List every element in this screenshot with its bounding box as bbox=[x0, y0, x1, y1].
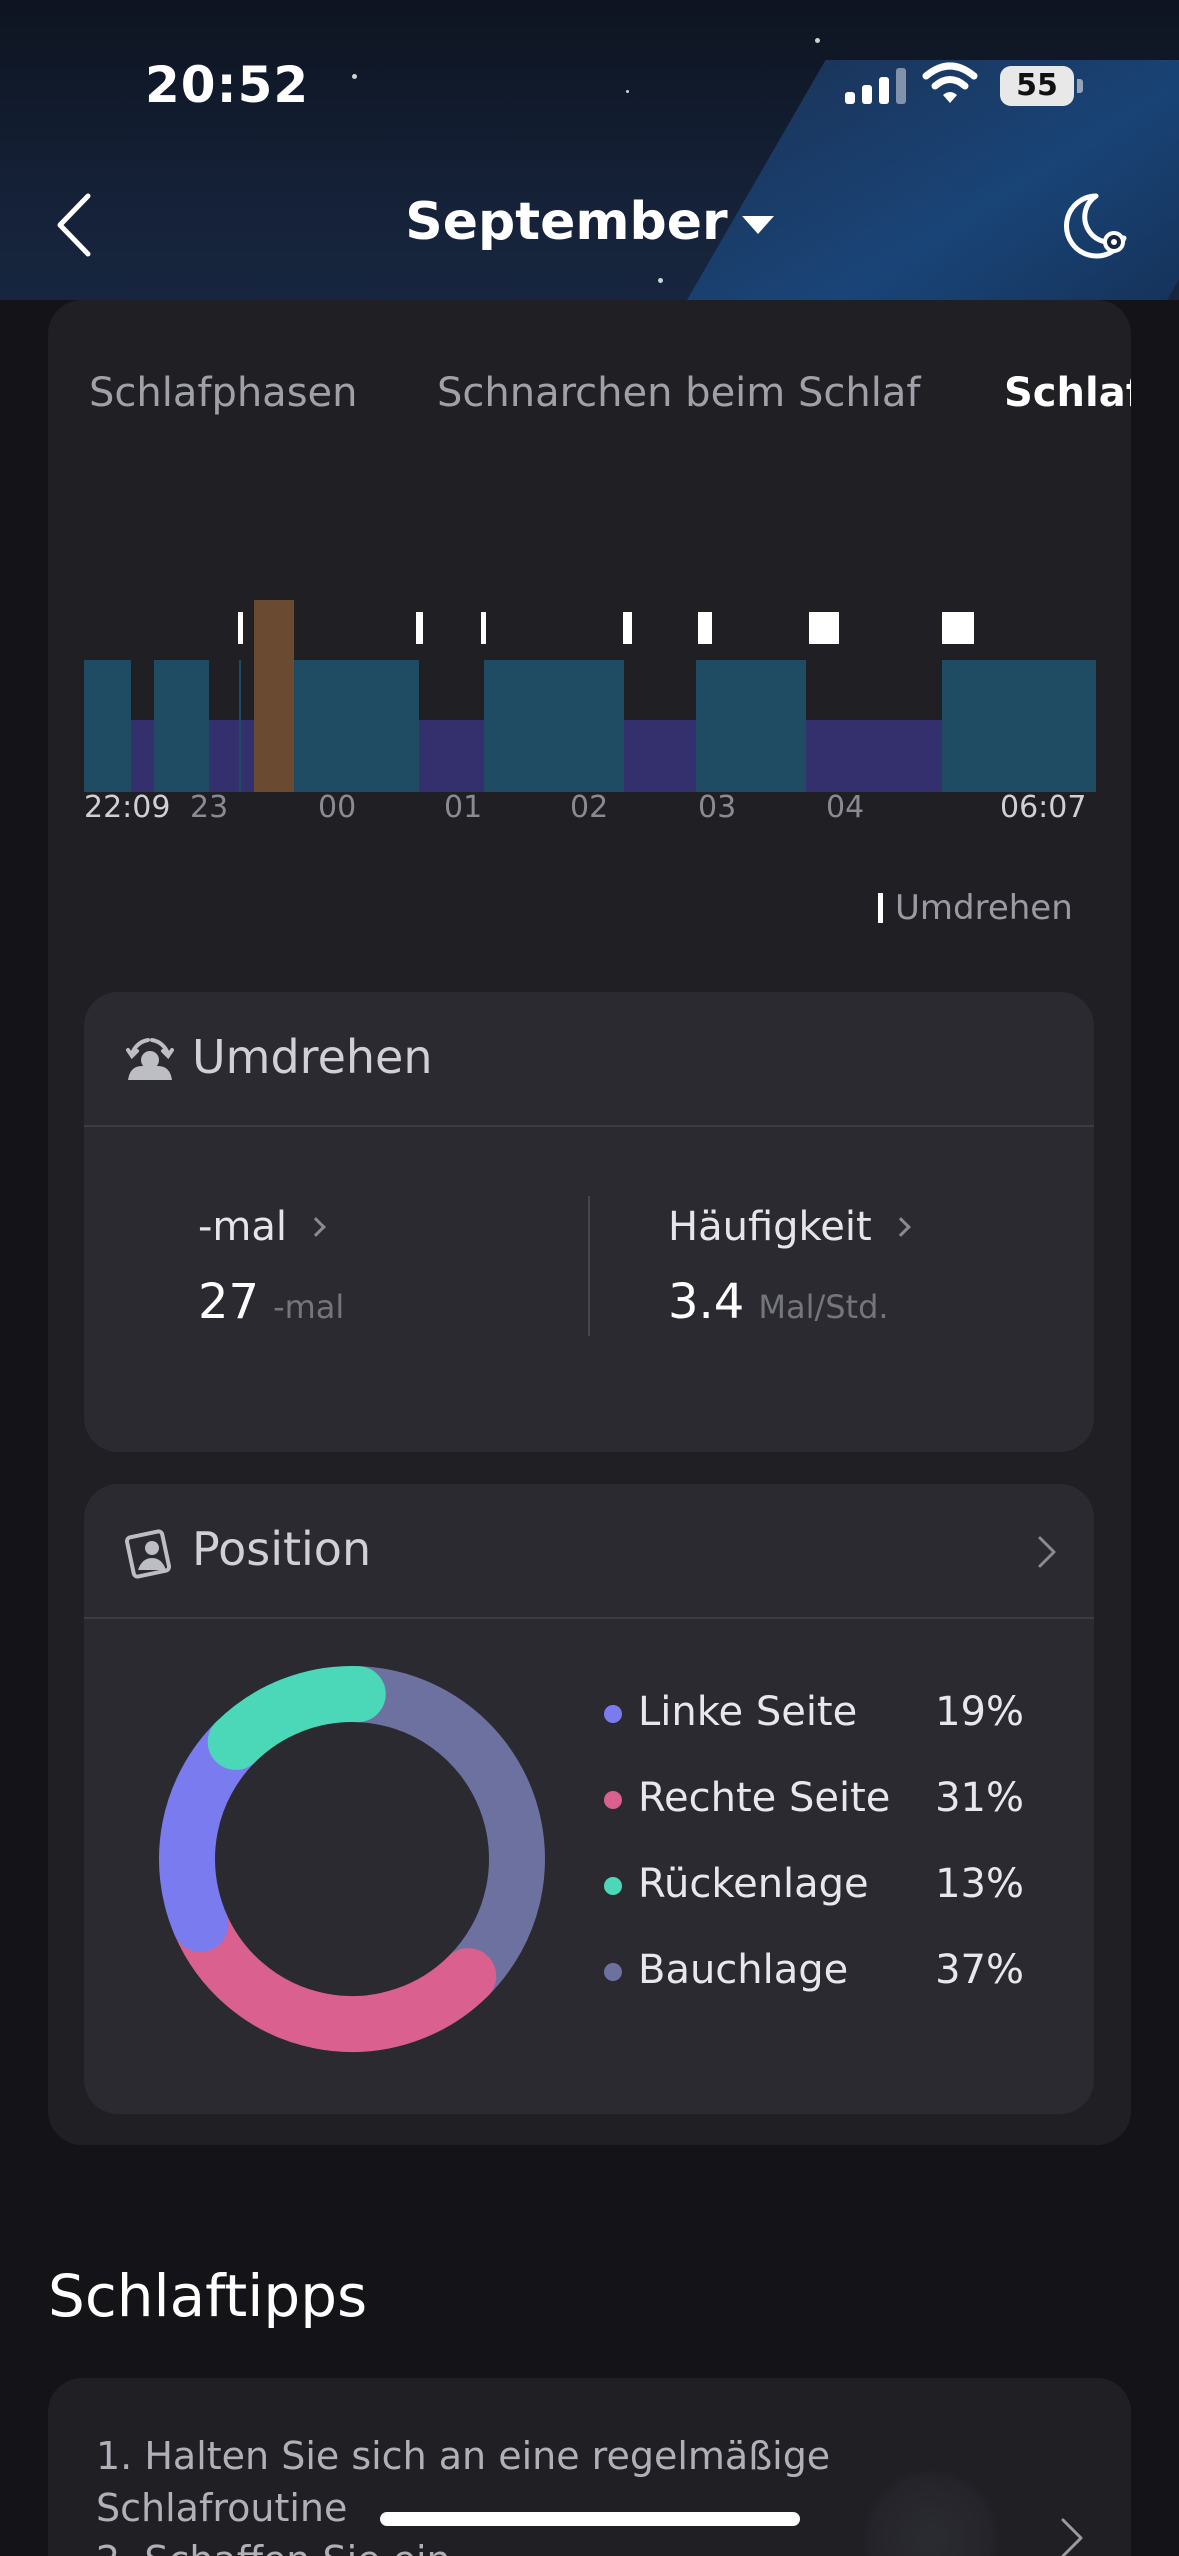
tab-bar: Schlafphasen Schnarchen beim Schlaf Schl… bbox=[48, 370, 1131, 440]
sleep-hypnogram bbox=[84, 540, 1096, 820]
chevron-right-icon bbox=[1038, 1536, 1056, 1568]
deep-sleep-bar bbox=[294, 660, 419, 792]
turning-title: Umdrehen bbox=[192, 1030, 433, 1084]
legend-label: Bauchlage bbox=[638, 1947, 849, 1993]
turning-icon bbox=[126, 1038, 174, 1080]
x-tick: 02 bbox=[570, 790, 609, 825]
donut-segment bbox=[207, 1666, 386, 1770]
turn-marker bbox=[809, 612, 839, 644]
turn-count-link[interactable]: -mal bbox=[198, 1204, 326, 1250]
status-time: 20:52 bbox=[145, 56, 310, 114]
legend-left-side: Linke Seite 19% bbox=[604, 1689, 1024, 1749]
tip-line: Schlafroutine bbox=[96, 2486, 348, 2530]
header-background bbox=[0, 0, 1179, 300]
x-tick: 00 bbox=[318, 790, 357, 825]
legend-percent: 19% bbox=[935, 1689, 1024, 1735]
deep-sleep-bar bbox=[239, 660, 241, 792]
stat-divider bbox=[588, 1196, 590, 1336]
turn-count: 27 -mal bbox=[198, 1274, 344, 1330]
turn-legend: Umdrehen bbox=[878, 888, 1073, 928]
sleep-settings-icon[interactable] bbox=[1058, 188, 1134, 264]
legend-dot bbox=[604, 1705, 622, 1723]
position-title: Position bbox=[192, 1522, 372, 1576]
turn-count-label: -mal bbox=[198, 1204, 288, 1250]
turning-card: Umdrehen -mal 27 -mal Häufigkeit 3.4 Mal/S… bbox=[84, 992, 1094, 1452]
legend-stomach: Bauchlage 37% bbox=[604, 1947, 1024, 2007]
turning-card-header: Umdrehen bbox=[84, 992, 1094, 1127]
status-bar: 20:52 55 bbox=[0, 0, 1179, 170]
position-card[interactable]: Position Linke Seite 19% Rechte Seite 31… bbox=[84, 1484, 1094, 2114]
legend-label: Rechte Seite bbox=[638, 1775, 891, 1821]
chevron-right-icon bbox=[306, 1217, 326, 1237]
turn-marker bbox=[698, 612, 712, 644]
turn-marker bbox=[416, 612, 423, 644]
sleep-tips-title: Schlaftipps bbox=[48, 2262, 368, 2330]
star-decoration bbox=[815, 38, 820, 43]
x-tick: 22:09 bbox=[84, 790, 171, 825]
tip-line: 2. Schaffen Sie ein bbox=[96, 2534, 916, 2556]
turn-marker bbox=[238, 612, 243, 644]
star-decoration bbox=[626, 90, 629, 93]
position-donut-chart bbox=[159, 1666, 545, 2052]
donut-segment bbox=[172, 1896, 497, 2052]
legend-dot bbox=[604, 1963, 622, 1981]
x-tick: 01 bbox=[444, 790, 483, 825]
donut-segment bbox=[159, 1713, 264, 1952]
wifi-icon bbox=[922, 62, 978, 103]
home-indicator bbox=[380, 2512, 800, 2526]
deep-sleep-bar bbox=[484, 660, 624, 792]
tab-sleep-position[interactable]: Schlaf bbox=[1004, 370, 1131, 416]
legend-dot bbox=[604, 1791, 622, 1809]
legend-percent: 31% bbox=[935, 1775, 1024, 1821]
star-decoration bbox=[352, 74, 357, 79]
deep-sleep-bar bbox=[84, 660, 131, 792]
turn-frequency-value: 3.4 bbox=[668, 1274, 745, 1330]
tab-sleep-phases[interactable]: Schlafphasen bbox=[89, 370, 358, 416]
battery-icon: 55 bbox=[1000, 66, 1083, 106]
legend-back: Rückenlage 13% bbox=[604, 1861, 1024, 1921]
chevron-right-icon bbox=[890, 1217, 911, 1237]
x-tick: 03 bbox=[698, 790, 737, 825]
legend-percent: 37% bbox=[935, 1947, 1024, 1993]
deep-sleep-bar bbox=[154, 660, 209, 792]
legend-label: Linke Seite bbox=[638, 1689, 858, 1735]
turn-count-unit: -mal bbox=[273, 1288, 345, 1326]
sleep-detail-card: Schlafphasen Schnarchen beim Schlaf Schl… bbox=[48, 300, 1131, 2145]
chevron-right-icon bbox=[1061, 2518, 1083, 2556]
month-title: September bbox=[405, 192, 728, 252]
turn-frequency: 3.4 Mal/Std. bbox=[668, 1274, 889, 1330]
turn-frequency-unit: Mal/Std. bbox=[758, 1288, 889, 1326]
sleep-tips-text: 1. Halten Sie sich an eine regelmäßige S… bbox=[96, 2430, 916, 2556]
legend-percent: 13% bbox=[935, 1861, 1024, 1907]
cellular-signal-icon bbox=[845, 68, 906, 104]
turn-frequency-label: Häufigkeit bbox=[668, 1204, 872, 1250]
sleep-tips-card[interactable]: 1. Halten Sie sich an eine regelmäßige S… bbox=[48, 2378, 1131, 2556]
turn-marker bbox=[481, 612, 486, 644]
top-navigation: September bbox=[0, 170, 1179, 280]
star-decoration bbox=[658, 278, 663, 283]
month-selector[interactable]: September bbox=[0, 192, 1179, 252]
x-tick: 06:07 bbox=[1000, 790, 1087, 825]
deep-sleep-bar bbox=[696, 660, 806, 792]
turn-count-value: 27 bbox=[198, 1274, 260, 1330]
turn-marker bbox=[942, 612, 974, 644]
donut-segment bbox=[329, 1666, 545, 2005]
turn-marker bbox=[623, 612, 632, 644]
tab-snoring[interactable]: Schnarchen beim Schlaf bbox=[437, 370, 921, 416]
turn-frequency-link[interactable]: Häufigkeit bbox=[668, 1204, 911, 1250]
tip-line: 1. Halten Sie sich an eine regelmäßige bbox=[96, 2434, 831, 2478]
legend-label: Rückenlage bbox=[638, 1861, 869, 1907]
caret-down-icon bbox=[741, 216, 774, 234]
position-icon bbox=[124, 1529, 172, 1579]
legend-right-side: Rechte Seite 31% bbox=[604, 1775, 1024, 1835]
x-tick: 04 bbox=[826, 790, 865, 825]
back-button[interactable] bbox=[48, 190, 108, 260]
legend-dot bbox=[604, 1877, 622, 1895]
position-card-header: Position bbox=[84, 1484, 1094, 1619]
awake-bar bbox=[254, 600, 294, 792]
x-tick: 23 bbox=[190, 790, 229, 825]
deep-sleep-bar bbox=[942, 660, 1096, 792]
